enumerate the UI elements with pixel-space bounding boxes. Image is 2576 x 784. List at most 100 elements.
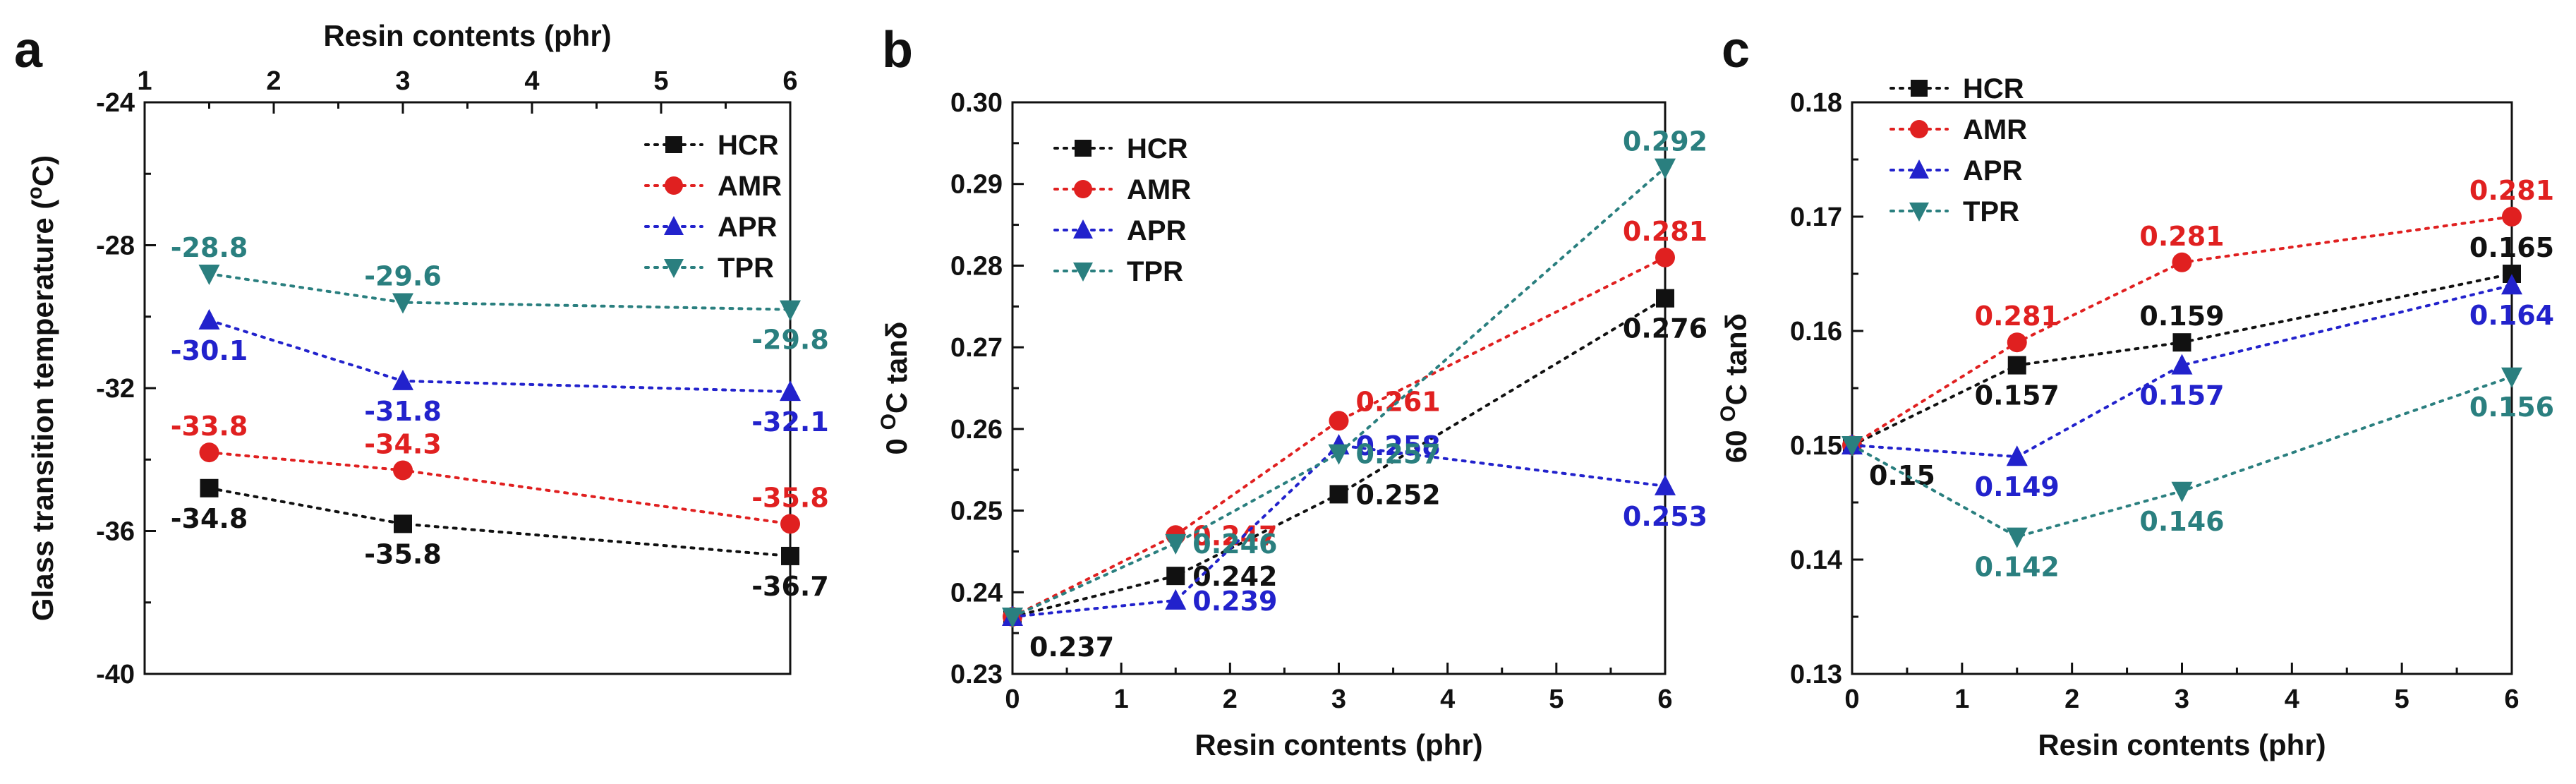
- legend-label-amr-a: AMR: [718, 171, 782, 202]
- data-point-hcr-b: [1656, 289, 1674, 308]
- data-label-apr-c: 0.149: [1975, 471, 2060, 502]
- data-point-amr-b: [1329, 411, 1349, 431]
- x-tick-label-a: 4: [524, 66, 539, 96]
- x-axis-title-c: Resin contents (phr): [2038, 728, 2326, 761]
- data-label-amr-b: 0.281: [1623, 216, 1707, 247]
- data-label-amr-a: -33.8: [171, 411, 248, 442]
- legend-b: HCR AMR APR TPR: [1053, 133, 1191, 287]
- y-tick-label-b: 0.24: [950, 578, 1003, 608]
- y-tick-label-b: 0.23: [950, 660, 1003, 689]
- x-tick-label-c: 5: [2395, 685, 2409, 714]
- y-tick-label-c: 0.13: [1790, 660, 1842, 689]
- data-point-tpr-b: [1165, 533, 1187, 555]
- x-tick-label-b: 2: [1223, 685, 1238, 714]
- legend-label-hcr-a: HCR: [718, 130, 779, 161]
- data-label-tpr-a: -28.8: [171, 232, 248, 263]
- x-tick-label-c: 2: [2064, 685, 2079, 714]
- data-label-tpr-c: 0.156: [2469, 392, 2554, 423]
- y-tick-label-b: 0.27: [950, 333, 1003, 363]
- legend-label-hcr-c: HCR: [1963, 73, 2024, 104]
- x-tick-label-a: 6: [782, 66, 797, 96]
- y-tick-label-c: 0.16: [1790, 317, 1842, 346]
- data-point-apr-a: [198, 308, 220, 330]
- data-label-tpr-a: -29.6: [364, 261, 442, 292]
- data-point-hcr-a: [781, 546, 799, 565]
- data-label-tpr-b: 0.292: [1623, 126, 1707, 157]
- series-line-hcr-b: [1011, 296, 1667, 618]
- data-label-hcr-b: 0.276: [1623, 313, 1707, 344]
- data-point-hcr-b: [1329, 485, 1348, 504]
- data-point-apr-b: [1165, 589, 1187, 610]
- y-tick-label-b: 0.25: [950, 497, 1003, 526]
- data-point-amr-b: [1655, 247, 1675, 267]
- data-label-hcr-c: 0.165: [2469, 232, 2554, 263]
- y-tick-label-a: -32: [96, 374, 135, 404]
- legend-marker-amr-c: [1910, 120, 1928, 138]
- y-tick-label-b: 0.29: [950, 170, 1003, 200]
- legend-marker-amr-a: [665, 176, 683, 195]
- series-line-tpr-b: [1011, 166, 1667, 618]
- legend-a: HCR AMR APR TPR: [644, 130, 782, 284]
- x-tick-label-a: 1: [137, 66, 152, 96]
- chart-panel-b: b 0 1 2 3 4 5 6 0.23 0.24 0.25 0.26 0.27 0.28 0.29 0.30…: [877, 22, 1707, 761]
- data-point-hcr-a: [394, 514, 412, 533]
- y-tick-label-c: 0.14: [1790, 545, 1842, 575]
- data-label-apr-a: -30.1: [171, 335, 248, 366]
- data-label-apr-a: -31.8: [364, 396, 442, 427]
- data-point-apr-c: [2006, 445, 2028, 466]
- x-tick-label-c: 1: [1954, 685, 1969, 714]
- panel-letter-b: b: [882, 22, 913, 78]
- x-tick-label-b: 1: [1114, 685, 1129, 714]
- panel-letter-a: a: [14, 22, 43, 78]
- x-tick-label-a: 3: [395, 66, 410, 96]
- data-label-amr-a: -35.8: [751, 482, 829, 513]
- legend-label-amr-b: AMR: [1127, 174, 1191, 205]
- data-label-apr-b: 0.253: [1623, 501, 1707, 532]
- x-tick-label-a: 5: [653, 66, 668, 96]
- data-label-hcr-c: 0.157: [1975, 380, 2060, 411]
- data-label-tpr-c: 0.146: [2139, 506, 2224, 537]
- x-tick-label-b: 5: [1549, 685, 1564, 714]
- data-label-amr-c: 0.281: [1975, 301, 2060, 332]
- y-tick-label-c: 0.15: [1790, 431, 1842, 461]
- data-point-tpr-c: [2171, 481, 2193, 502]
- y-tick-label-a: -28: [96, 231, 135, 261]
- legend-marker-apr-c: [1909, 159, 1929, 179]
- x-tick-label-c: 4: [2285, 685, 2299, 714]
- data-point-apr-a: [780, 380, 801, 402]
- data-point-apr-c: [2171, 354, 2193, 375]
- y-tick-label-a: -40: [96, 660, 135, 689]
- data-point-tpr-b: [1328, 444, 1350, 465]
- series-line-tpr-c: [1851, 375, 2513, 538]
- data-label-amr-a: -34.3: [364, 428, 442, 459]
- data-point-apr-c: [2501, 274, 2522, 295]
- panel-letter-c: c: [1722, 22, 1750, 78]
- plot-frame-a: [143, 101, 792, 675]
- legend-marker-hcr-a: [665, 136, 682, 153]
- series-line-amr-a: [207, 451, 792, 526]
- data-point-tpr-b: [1655, 158, 1676, 179]
- y-axis-title-b: 0 OC tanδ: [877, 322, 913, 455]
- data-label-hcr-a: -34.8: [171, 503, 248, 534]
- legend-label-tpr-c: TPR: [1963, 196, 2019, 227]
- legend-marker-tpr-a: [664, 259, 684, 278]
- legend-marker-apr-a: [664, 216, 684, 235]
- x-tick-label-c: 0: [1844, 685, 1859, 714]
- series-line-apr-b: [1011, 443, 1667, 618]
- legend-marker-apr-b: [1073, 219, 1093, 239]
- x-tick-label-b: 4: [1440, 685, 1455, 714]
- legend-marker-hcr-b: [1075, 140, 1092, 157]
- data-point-amr-c: [2502, 207, 2522, 227]
- data-point-hcr-c: [2007, 356, 2026, 375]
- data-label-apr-c: 0.157: [2139, 380, 2224, 411]
- x-tick-label-c: 3: [2175, 685, 2189, 714]
- data-point-amr-c: [2007, 332, 2027, 353]
- legend-marker-tpr-c: [1909, 203, 1929, 222]
- series-line-hcr-c: [1851, 272, 2513, 447]
- x-tick-label-b: 0: [1005, 685, 1020, 714]
- chart-panel-c: c 0 1 2 3 4 5 6 0.13 0.14 0.15 0.16 0.17 0.18 Resin co…: [1717, 22, 2554, 761]
- data-point-tpr-c: [2501, 367, 2522, 388]
- data-point-tpr-a: [392, 293, 413, 314]
- data-point-tpr-a: [780, 300, 801, 321]
- data-label-hcr-a: -36.7: [751, 571, 829, 602]
